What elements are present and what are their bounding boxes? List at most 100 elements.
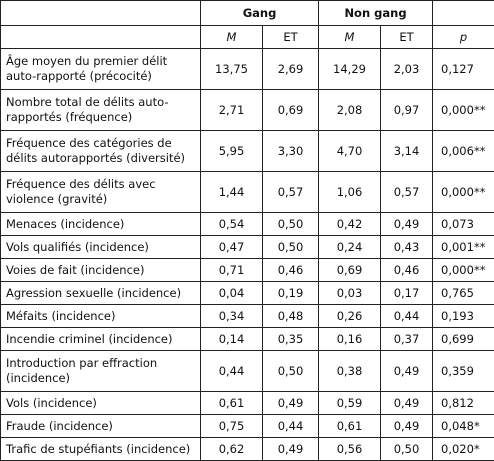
cell-value: 0,57 [263,172,319,213]
cell-value: 0,17 [381,282,433,305]
cell-value: 0,49 [381,415,433,438]
cell-value: 0,49 [381,213,433,236]
table-body: Âge moyen du premier délit auto-rapporté… [1,49,494,461]
cell-value: 0,69 [319,259,381,282]
cell-value: 0,50 [263,236,319,259]
cell-value: 0,50 [381,438,433,461]
cell-value: 0,49 [263,392,319,415]
cell-value: 3,14 [381,131,433,172]
group-header: Non gang [319,1,433,26]
cell-value: 0,04 [201,282,263,305]
cell-value: 0,49 [381,392,433,415]
cell-value: 0,048* [433,415,494,438]
table-row: Fréquence des catégories de délits autor… [1,131,494,172]
cell-value: 0,54 [201,213,263,236]
row-label: Fréquence des catégories de délits autor… [1,131,201,172]
cell-value: 0,49 [263,438,319,461]
empty-cell [1,1,201,26]
column-header: ET [263,26,319,49]
row-label: Vols (incidence) [1,392,201,415]
cell-value: 0,50 [263,213,319,236]
cell-value: 0,44 [381,305,433,328]
column-header: M [319,26,381,49]
cell-value: 0,44 [263,415,319,438]
row-label: Vols qualifiés (incidence) [1,236,201,259]
cell-value: 2,08 [319,90,381,131]
cell-value: 0,48 [263,305,319,328]
cell-value: 5,95 [201,131,263,172]
cell-value: 14,29 [319,49,381,90]
cell-value: 0,57 [381,172,433,213]
cell-value: 0,359 [433,351,494,392]
cell-value: 2,71 [201,90,263,131]
cell-value: 13,75 [201,49,263,90]
cell-value: 0,16 [319,328,381,351]
row-label: Fréquence des délits avec violence (grav… [1,172,201,213]
cell-value: 0,699 [433,328,494,351]
cell-value: 0,765 [433,282,494,305]
empty-cell [1,26,201,49]
table-row: Nombre total de délits auto-rapportés (f… [1,90,494,131]
cell-value: 0,34 [201,305,263,328]
cell-value: 4,70 [319,131,381,172]
cell-value: 0,61 [319,415,381,438]
table-row: Introduction par effraction (incidence)0… [1,351,494,392]
cell-value: 0,71 [201,259,263,282]
column-header: M [201,26,263,49]
cell-value: 0,56 [319,438,381,461]
cell-value: 0,000** [433,172,494,213]
cell-value: 0,193 [433,305,494,328]
column-header: p [433,26,494,49]
cell-value: 2,03 [381,49,433,90]
row-label: Trafic de stupéfiants (incidence) [1,438,201,461]
cell-value: 0,35 [263,328,319,351]
cell-value: 0,812 [433,392,494,415]
cell-value: 0,46 [381,259,433,282]
row-label: Âge moyen du premier délit auto-rapporté… [1,49,201,90]
cell-value: 0,000** [433,259,494,282]
cell-value: 0,006** [433,131,494,172]
cell-value: 0,59 [319,392,381,415]
cell-value: 0,127 [433,49,494,90]
cell-value: 0,000** [433,90,494,131]
cell-value: 0,19 [263,282,319,305]
group-header-row: Gang Non gang [1,1,494,26]
cell-value: 0,24 [319,236,381,259]
cell-value: 0,69 [263,90,319,131]
column-header: ET [381,26,433,49]
cell-value: 0,14 [201,328,263,351]
row-label: Menaces (incidence) [1,213,201,236]
row-label: Nombre total de délits auto-rapportés (f… [1,90,201,131]
empty-cell [433,1,494,26]
cell-value: 0,26 [319,305,381,328]
cell-value: 2,69 [263,49,319,90]
cell-value: 1,44 [201,172,263,213]
cell-value: 0,47 [201,236,263,259]
row-label: Introduction par effraction (incidence) [1,351,201,392]
cell-value: 0,001** [433,236,494,259]
cell-value: 0,44 [201,351,263,392]
cell-value: 0,61 [201,392,263,415]
cell-value: 0,37 [381,328,433,351]
table-row: Fréquence des délits avec violence (grav… [1,172,494,213]
row-label: Incendie criminel (incidence) [1,328,201,351]
table-row: Âge moyen du premier délit auto-rapporté… [1,49,494,90]
group-header: Gang [201,1,319,26]
row-label: Voies de fait (incidence) [1,259,201,282]
cell-value: 0,62 [201,438,263,461]
cell-value: 0,38 [319,351,381,392]
row-label: Fraude (incidence) [1,415,201,438]
cell-value: 0,50 [263,351,319,392]
cell-value: 3,30 [263,131,319,172]
cell-value: 0,073 [433,213,494,236]
